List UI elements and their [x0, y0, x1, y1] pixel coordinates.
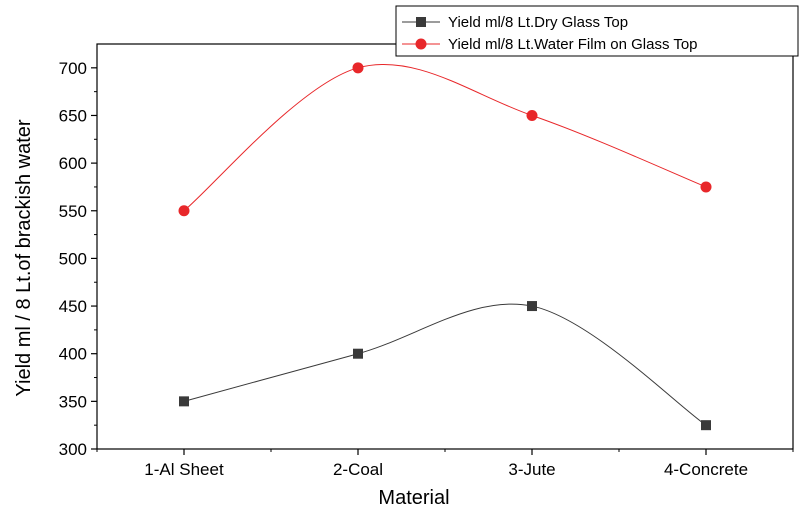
- legend-box: [395, 5, 799, 57]
- data-point: [179, 396, 189, 407]
- series-line-0: [183, 303, 707, 426]
- y-axis: 300 350 400 450 500 550 600 650 700: [59, 59, 97, 459]
- y-axis-title: Yield ml / 8 Lt.of brackish water: [13, 119, 35, 396]
- y-tick-label: 500: [59, 249, 87, 268]
- y-tick-label: 550: [59, 202, 87, 221]
- x-tick-label: 1-Al Sheet: [144, 460, 224, 479]
- x-tick-label: 4-Concrete: [664, 460, 748, 479]
- y-tick-label: 600: [59, 154, 87, 173]
- series-layer: [178, 62, 712, 431]
- series-line-1: [183, 63, 707, 212]
- data-point: [352, 62, 364, 74]
- x-tick-label: 3-Jute: [508, 460, 555, 479]
- data-point: [178, 205, 190, 217]
- x-tick-label: 2-Coal: [333, 460, 383, 479]
- x-axis: 1-Al Sheet 2-Coal 3-Jute 4-Concrete: [96, 449, 794, 479]
- data-point: [701, 420, 711, 431]
- legend-marker-dry: [416, 17, 426, 27]
- y-tick-label: 350: [59, 392, 87, 411]
- y-tick-label: 650: [59, 106, 87, 125]
- legend-label-dry: Yield ml/8 Lt.Dry Glass Top: [448, 14, 628, 31]
- data-point: [353, 348, 363, 359]
- y-tick-label: 450: [59, 297, 87, 316]
- x-axis-title: Material: [378, 487, 449, 509]
- y-tick-label: 300: [59, 440, 87, 459]
- data-point: [700, 181, 712, 193]
- data-point: [527, 301, 537, 312]
- y-tick-label: 400: [59, 345, 87, 364]
- legend-label-water: Yield ml/8 Lt.Water Film on Glass Top: [448, 36, 698, 53]
- y-tick-label: 700: [59, 59, 87, 78]
- data-point: [526, 109, 538, 121]
- legend: Yield ml/8 Lt.Dry Glass Top Yield ml/8 L…: [395, 5, 799, 57]
- legend-marker-water: [415, 38, 427, 50]
